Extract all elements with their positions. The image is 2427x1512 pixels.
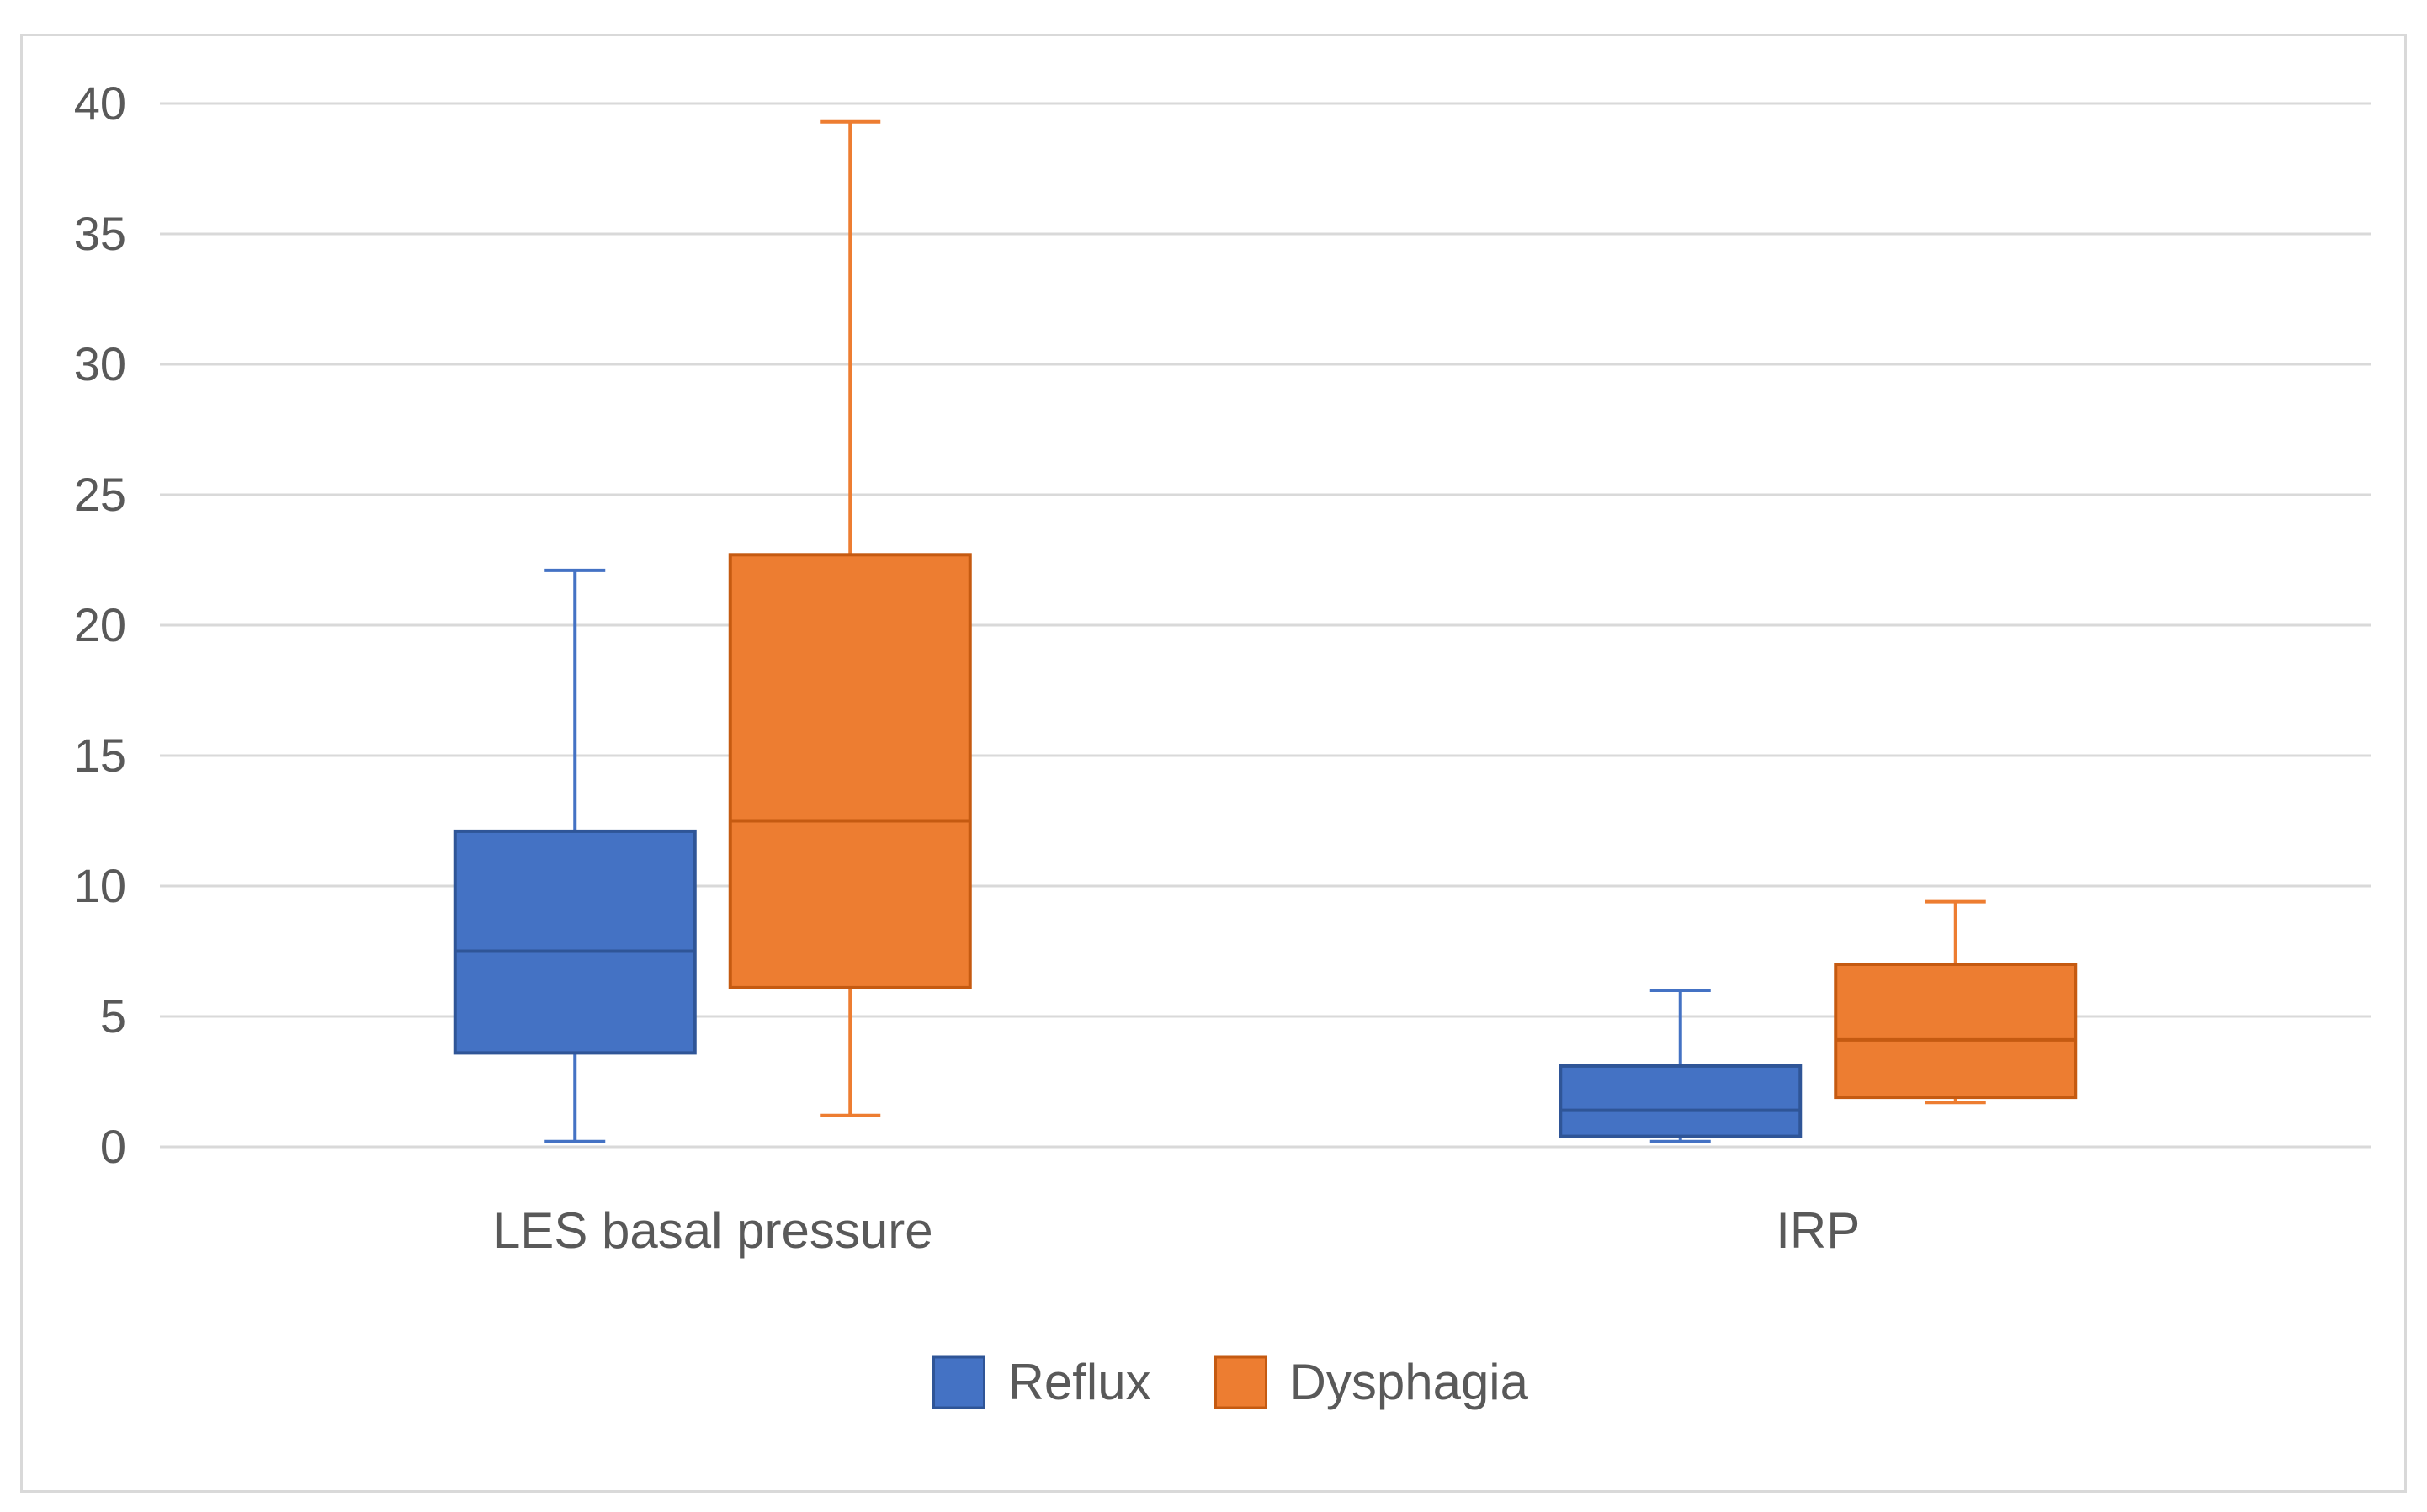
y-tick-label: 10 bbox=[74, 859, 126, 912]
box-iqr bbox=[1559, 1064, 1803, 1138]
box-reflux-0 bbox=[453, 568, 697, 1143]
y-tick-label: 30 bbox=[74, 337, 126, 390]
y-tick-label: 15 bbox=[74, 729, 126, 782]
legend-swatch bbox=[932, 1355, 985, 1409]
y-tick-label: 40 bbox=[74, 77, 126, 130]
legend-item-reflux: Reflux bbox=[932, 1354, 1151, 1410]
legend: Reflux Dysphagia bbox=[932, 1354, 1529, 1410]
x-category-label: IRP bbox=[1776, 1202, 1860, 1259]
y-tick-label: 35 bbox=[74, 207, 126, 260]
y-axis-tick-labels: 0 5 10 15 20 25 30 35 40 bbox=[74, 77, 126, 1173]
y-tick-label: 20 bbox=[74, 598, 126, 651]
box-plot-chart: 0 5 10 15 20 25 30 35 40 LES basal pressure IRP R… bbox=[74, 77, 2371, 1410]
box-dysphagia-1 bbox=[1834, 899, 2078, 1105]
box-dysphagia-0 bbox=[728, 119, 972, 1117]
boxes bbox=[453, 119, 2078, 1143]
y-tick-label: 5 bbox=[100, 989, 126, 1042]
x-category-label: LES basal pressure bbox=[492, 1202, 933, 1259]
chart-frame: 0 5 10 15 20 25 30 35 40 LES basal pressure IRP R… bbox=[20, 34, 2407, 1493]
box-iqr bbox=[728, 553, 972, 989]
legend-label: Dysphagia bbox=[1290, 1354, 1529, 1410]
x-axis-category-labels: LES basal pressure IRP bbox=[492, 1202, 1860, 1259]
box-iqr bbox=[1834, 963, 2078, 1100]
legend-item-dysphagia: Dysphagia bbox=[1214, 1354, 1529, 1410]
y-tick-label: 25 bbox=[74, 468, 126, 521]
legend-swatch bbox=[1214, 1355, 1267, 1409]
box-iqr bbox=[453, 829, 697, 1055]
box-reflux-1 bbox=[1559, 989, 1803, 1143]
y-tick-label: 0 bbox=[100, 1120, 126, 1173]
legend-label: Reflux bbox=[1008, 1354, 1151, 1410]
